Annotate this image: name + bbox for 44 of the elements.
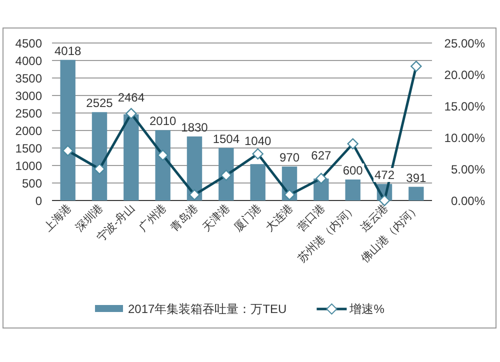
y-tick-label: 2000 [15,124,42,138]
data-label: 4018 [54,44,82,58]
data-label: 1830 [181,120,208,134]
data-label: 2464 [118,90,145,104]
y2-tick-label: 25.00% [444,36,486,50]
data-label: 970 [279,150,300,165]
y2-tick-label: 0.00% [450,194,486,208]
x-tick-label: 上海港 [41,201,74,234]
x-tick-label: 营口港 [294,201,328,234]
data-label: 2010 [149,114,177,128]
y2-tick-label: 5.00% [450,162,486,176]
legend-label: 增速% [348,302,385,316]
x-tick-label: 天津港 [200,201,232,234]
y-tick-label: 3500 [15,72,42,86]
data-label: 600 [342,164,364,178]
y-tick-label: 500 [22,176,42,190]
y-tick-label: 4000 [15,54,42,68]
x-tick-label: 厦门港 [231,201,264,234]
y-tick-label: 1500 [15,142,42,156]
data-label: 2525 [86,96,114,110]
x-tick-label: 大连港 [263,201,296,234]
y-tick-label: 1000 [15,159,42,173]
x-tick-label: 青岛港 [168,201,201,234]
bar [60,60,76,200]
data-label: 1040 [244,134,272,148]
y-tick-label: 4500 [15,36,42,50]
data-label: 627 [311,148,332,163]
y-tick-label: 3000 [15,89,42,103]
x-tick-label: 连云港 [358,201,391,234]
y2-tick-label: 15.00% [444,100,486,114]
y-tick-label: 0 [35,194,42,208]
bar [250,164,266,200]
x-tick-label: 广州港 [136,201,169,234]
data-label: 1504 [212,132,240,146]
bar [124,114,139,200]
bar [408,186,424,200]
data-label: 391 [406,170,426,185]
bar [345,180,360,200]
y-tick-label: 2500 [15,106,42,120]
bar [92,112,108,200]
y2-tick-label: 10.00% [444,131,486,145]
data-label: 472 [374,168,395,182]
y2-tick-label: 20.00% [444,68,486,82]
legend-label: 2017年集装箱吞吐量：万TEU [128,302,287,316]
